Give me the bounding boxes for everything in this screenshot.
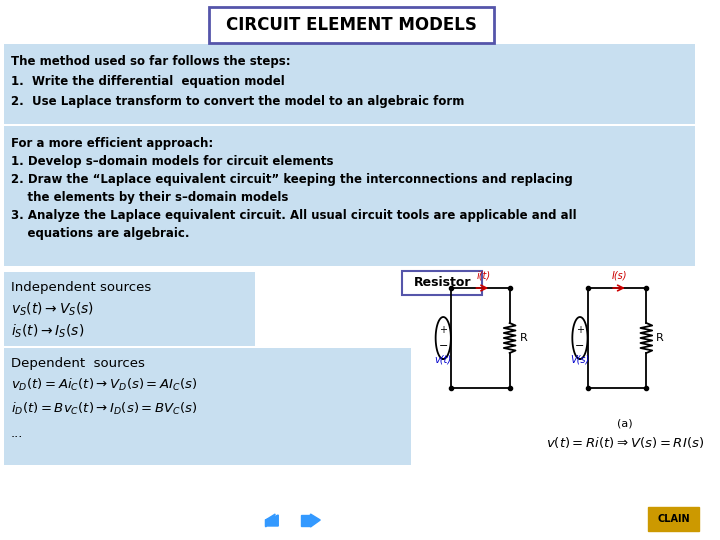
Text: +: +: [439, 325, 447, 335]
Text: Independent sources: Independent sources: [11, 281, 151, 294]
Polygon shape: [310, 514, 320, 527]
Text: V(s): V(s): [570, 355, 590, 365]
Text: I(s): I(s): [612, 270, 628, 280]
Text: 2. Draw the “Laplace equivalent circuit” keeping the interconnections and replac: 2. Draw the “Laplace equivalent circuit”…: [11, 173, 572, 186]
FancyBboxPatch shape: [402, 271, 482, 295]
Text: CLAIN: CLAIN: [657, 514, 690, 524]
Text: 1.  Write the differential  equation model: 1. Write the differential equation model: [11, 75, 284, 88]
Text: For a more efficient approach:: For a more efficient approach:: [11, 137, 213, 150]
FancyBboxPatch shape: [4, 126, 695, 266]
Text: the elements by their s–domain models: the elements by their s–domain models: [11, 191, 288, 204]
Text: equations are algebraic.: equations are algebraic.: [11, 227, 189, 240]
Text: $v_S(t) \rightarrow V_S(s)$: $v_S(t) \rightarrow V_S(s)$: [11, 301, 94, 319]
Text: R: R: [519, 333, 527, 343]
FancyBboxPatch shape: [4, 44, 695, 124]
FancyBboxPatch shape: [4, 348, 411, 465]
Text: −: −: [575, 341, 585, 351]
Text: CIRCUIT ELEMENT MODELS: CIRCUIT ELEMENT MODELS: [226, 16, 477, 34]
Text: $v(t) = Ri(t) \Rightarrow V(s) = RI(s)$: $v(t) = Ri(t) \Rightarrow V(s) = RI(s)$: [546, 435, 704, 450]
Text: +: +: [576, 325, 584, 335]
Polygon shape: [301, 515, 310, 526]
Text: Resistor: Resistor: [413, 276, 471, 289]
Text: $v_D(t) = Ai_C(t) \rightarrow V_D(s) = AI_C(s)$: $v_D(t) = Ai_C(t) \rightarrow V_D(s) = A…: [11, 377, 197, 393]
Text: 2.  Use Laplace transform to convert the model to an algebraic form: 2. Use Laplace transform to convert the …: [11, 95, 464, 108]
Text: (a): (a): [617, 418, 633, 428]
Text: The method used so far follows the steps:: The method used so far follows the steps…: [11, 55, 290, 68]
FancyBboxPatch shape: [209, 7, 494, 43]
Text: 1. Develop s–domain models for circuit elements: 1. Develop s–domain models for circuit e…: [11, 155, 333, 168]
FancyBboxPatch shape: [648, 507, 699, 531]
Text: −: −: [438, 341, 448, 351]
Text: $i_D(t) = Bv_C(t) \rightarrow I_D(s) = BV_C(s)$: $i_D(t) = Bv_C(t) \rightarrow I_D(s) = B…: [11, 401, 197, 417]
Polygon shape: [266, 514, 275, 527]
Text: 3. Analyze the Laplace equivalent circuit. All usual circuit tools are applicabl: 3. Analyze the Laplace equivalent circui…: [11, 209, 577, 222]
FancyBboxPatch shape: [4, 272, 255, 346]
Text: ...: ...: [11, 427, 23, 440]
Text: R: R: [656, 333, 664, 343]
Text: $i_S(t) \rightarrow I_S(s)$: $i_S(t) \rightarrow I_S(s)$: [11, 323, 84, 340]
Polygon shape: [266, 515, 278, 526]
Text: i(t): i(t): [476, 270, 490, 280]
Text: Dependent  sources: Dependent sources: [11, 357, 145, 370]
Text: v(t): v(t): [435, 355, 452, 365]
